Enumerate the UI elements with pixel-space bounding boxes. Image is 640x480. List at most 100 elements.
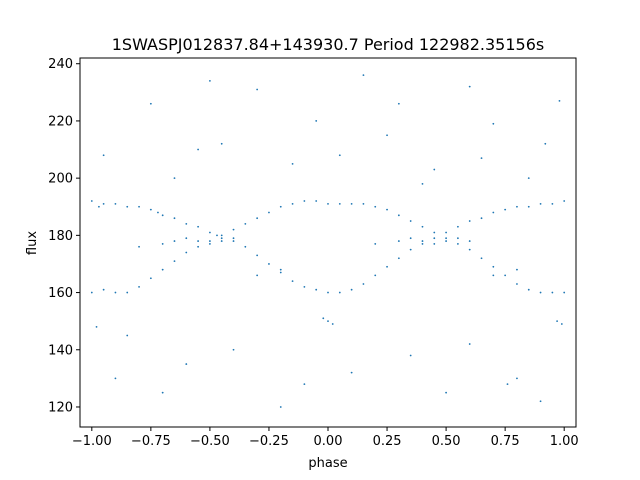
data-point	[362, 283, 365, 285]
data-point	[232, 348, 235, 351]
data-point	[209, 231, 211, 234]
data-point	[102, 154, 105, 157]
data-point	[138, 205, 140, 208]
data-point	[397, 240, 400, 242]
data-point	[173, 260, 176, 262]
x-tick-label: 0.50	[432, 434, 461, 449]
data-point	[98, 205, 100, 208]
data-point	[527, 288, 530, 291]
data-point	[209, 79, 211, 82]
data-point	[220, 234, 223, 237]
data-point	[232, 237, 235, 240]
data-point	[185, 223, 188, 225]
y-axis-label: flux	[25, 231, 40, 255]
data-point	[149, 277, 152, 280]
data-point	[386, 134, 388, 137]
data-point	[173, 240, 176, 242]
data-point	[527, 205, 530, 208]
data-point	[161, 391, 164, 394]
data-point	[433, 168, 436, 171]
data-point	[338, 154, 341, 157]
data-point	[256, 254, 259, 257]
data-point	[409, 354, 412, 357]
data-point	[161, 268, 164, 271]
data-point	[421, 225, 424, 228]
data-point	[327, 202, 329, 205]
data-point	[315, 120, 318, 122]
data-point	[433, 237, 436, 240]
data-point	[350, 288, 353, 291]
data-point	[161, 243, 164, 245]
data-point	[126, 291, 129, 294]
data-point	[539, 291, 542, 294]
data-point	[149, 208, 152, 211]
data-point	[220, 237, 223, 240]
x-tick-label: 0.00	[314, 434, 343, 449]
data-point	[468, 85, 471, 88]
data-point	[220, 142, 223, 145]
data-point	[516, 205, 518, 208]
data-point	[197, 240, 200, 242]
plot-area-frame	[79, 57, 577, 428]
y-tick-label: 240	[48, 57, 73, 72]
data-point	[291, 202, 294, 205]
data-point	[445, 391, 447, 394]
data-point	[209, 240, 211, 242]
data-point	[409, 220, 412, 222]
data-point	[551, 202, 554, 205]
x-tick-label: 0.25	[373, 434, 402, 449]
data-point	[374, 205, 377, 208]
data-point	[397, 102, 400, 105]
data-point	[279, 406, 282, 408]
data-point	[315, 200, 318, 202]
data-point	[327, 320, 329, 323]
data-point	[185, 237, 188, 240]
data-point	[539, 202, 542, 205]
data-point	[256, 88, 259, 91]
data-point	[386, 208, 388, 211]
x-tick-label: −0.25	[249, 434, 289, 449]
data-point	[279, 271, 282, 274]
y-tick-label: 180	[48, 229, 73, 244]
data-point	[315, 288, 318, 291]
data-point	[504, 208, 507, 211]
data-point	[558, 100, 561, 102]
data-point	[173, 217, 176, 220]
data-point	[374, 274, 377, 277]
data-point	[291, 280, 294, 283]
data-point	[244, 245, 247, 248]
x-tick-label: −1.00	[72, 434, 112, 449]
data-point	[185, 363, 188, 365]
data-point	[338, 291, 341, 294]
x-tick-label: −0.50	[190, 434, 230, 449]
data-point	[256, 274, 259, 277]
data-point	[492, 274, 495, 277]
data-point	[560, 323, 563, 325]
data-point	[338, 202, 341, 205]
data-point	[527, 177, 530, 180]
data-point	[421, 243, 424, 245]
data-point	[433, 231, 436, 234]
data-point	[492, 265, 495, 268]
data-point	[362, 74, 365, 77]
data-point	[516, 283, 518, 285]
data-point	[374, 243, 377, 245]
data-point	[563, 291, 566, 294]
data-point	[421, 182, 424, 185]
data-point	[322, 317, 325, 320]
data-point	[504, 274, 507, 277]
data-point	[279, 268, 282, 271]
y-axis: 120 140 160 180 200 220 240	[48, 57, 80, 415]
data-point	[457, 237, 459, 240]
y-tick-label: 160	[48, 286, 73, 301]
data-point	[468, 248, 471, 251]
y-tick-label: 220	[48, 114, 73, 129]
data-point	[457, 225, 459, 228]
data-point	[350, 202, 353, 205]
y-tick-label: 200	[48, 172, 73, 187]
x-tick-label: 1.00	[550, 434, 579, 449]
data-point	[421, 240, 424, 242]
data-point	[362, 202, 365, 205]
data-point	[433, 243, 436, 245]
